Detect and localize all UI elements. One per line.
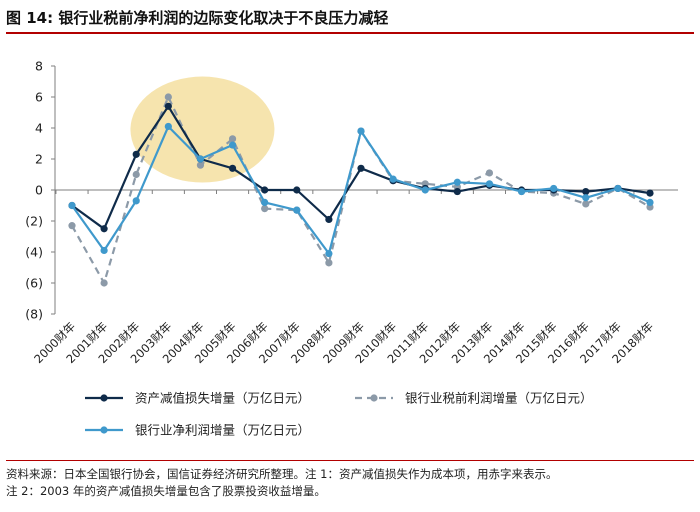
series-point — [614, 184, 622, 193]
series-point — [164, 102, 172, 110]
legend-swatch-point — [370, 394, 378, 402]
legend-label: 资产减值损失增量（万亿日元） — [135, 391, 310, 406]
series-point — [261, 186, 269, 194]
series-point — [196, 161, 205, 169]
series-point — [100, 225, 108, 233]
series-point — [100, 246, 108, 255]
figure-title: 图 14: 银行业税前净利润的边际变化取决于不良压力减轻 — [6, 9, 389, 27]
y-tick-label: 0 — [35, 183, 43, 198]
footer-divider — [6, 460, 694, 461]
source-note: 资料来源：日本全国银行协会，国信证券经济研究所整理。注 1：资产减值损失作为成本… — [6, 467, 558, 481]
series-point — [582, 187, 590, 196]
series-point — [550, 184, 558, 193]
y-tick-label: 6 — [35, 90, 43, 105]
series-point — [132, 197, 140, 205]
series-point — [325, 249, 333, 258]
series-point — [68, 222, 76, 230]
y-tick-label: (4) — [25, 245, 43, 260]
series-point — [582, 200, 590, 208]
series-point — [453, 178, 461, 186]
y-tick-label: 8 — [35, 59, 43, 74]
series-point — [517, 187, 526, 196]
series-point — [357, 127, 365, 135]
series-point — [228, 141, 237, 149]
y-tick-label: (8) — [25, 307, 43, 322]
line-chart: 86420(2)(4)(6)(8)2000财年2001财年2002财年2003财… — [25, 59, 678, 438]
series-point — [132, 150, 140, 158]
series-point — [132, 170, 140, 179]
series-point — [357, 164, 365, 172]
footnotes: 资料来源：日本全国银行协会，国信证券经济研究所整理。注 1：资产减值损失作为成本… — [6, 466, 694, 500]
legend-swatch-point — [100, 394, 108, 402]
series-point — [100, 279, 108, 287]
legend-label: 银行业税前利润增量（万亿日元） — [405, 391, 593, 406]
series-point — [164, 93, 172, 101]
legend-label: 银行业净利润增量（万亿日元） — [135, 423, 310, 438]
series-point — [228, 135, 237, 143]
series-point — [325, 215, 333, 224]
series-point — [421, 186, 429, 194]
series-point — [325, 259, 333, 267]
y-tick-label: (6) — [25, 276, 43, 291]
series-point — [293, 206, 301, 214]
y-tick-label: 2 — [35, 152, 43, 167]
series-point — [485, 169, 494, 177]
y-tick-label: 4 — [35, 121, 43, 136]
series-point — [261, 205, 269, 213]
series-point — [228, 164, 237, 172]
title-divider — [6, 32, 694, 34]
series-point — [646, 198, 654, 206]
series-point — [646, 189, 654, 197]
series-point — [196, 155, 205, 163]
legend-swatch-point — [100, 426, 108, 434]
y-tick-label: (2) — [25, 214, 43, 229]
series-point — [453, 187, 461, 196]
series-point — [293, 186, 301, 194]
series-point — [485, 180, 494, 188]
series-point — [164, 122, 172, 131]
series-point — [389, 175, 397, 183]
note-2: 注 2：2003 年的资产减值损失增量包含了股票投资收益增量。 — [6, 484, 326, 498]
series-point — [261, 198, 269, 206]
series-point — [68, 201, 76, 210]
series-point — [582, 194, 590, 202]
